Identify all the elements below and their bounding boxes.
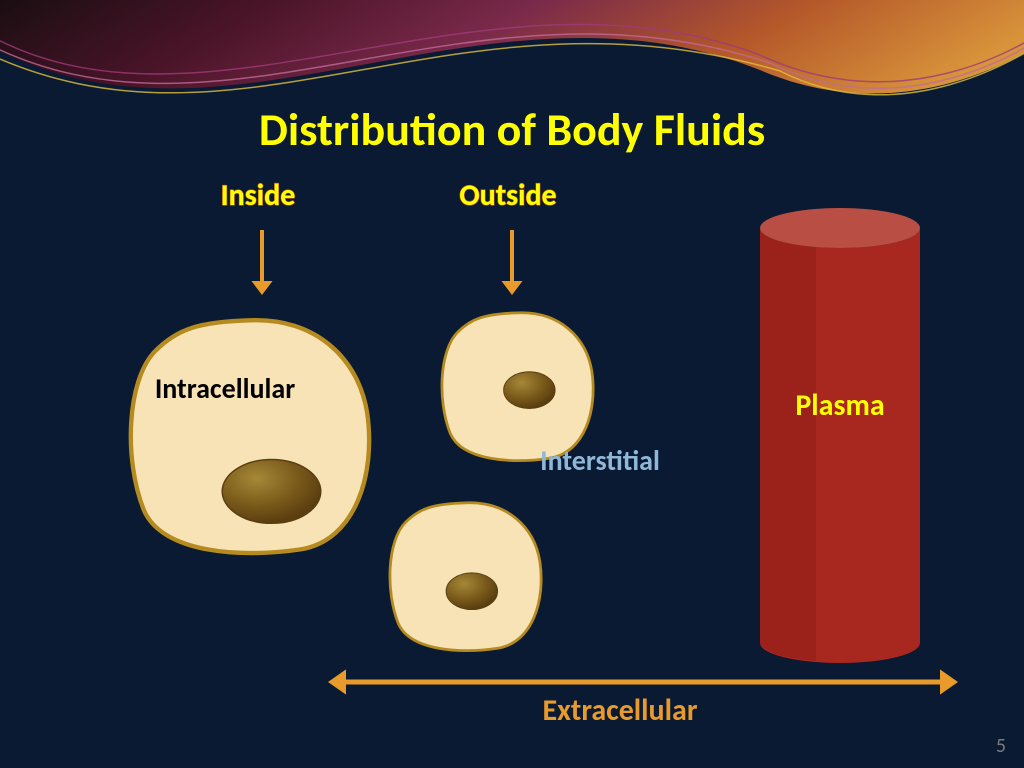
nucleus-icon (504, 372, 556, 409)
page-number: 5 (996, 734, 1006, 758)
nucleus-icon (446, 573, 498, 610)
label-inside: Inside (221, 177, 296, 214)
slide-title: Distribution of Body Fluids (259, 102, 765, 158)
slide-stage: Distribution of Body Fluids Inside Outside… (0, 0, 1024, 768)
label-intracellular: Intracellular (155, 371, 295, 406)
arrow-outside-down (502, 230, 523, 295)
arrow-extracellular (328, 669, 958, 694)
label-plasma: Plasma (795, 387, 884, 424)
label-extracellular: Extracellular (543, 692, 698, 729)
label-interstitial: Interstitial (540, 443, 660, 478)
slide-svg: Distribution of Body Fluids Inside Outside… (0, 0, 1024, 768)
nucleus-icon (222, 460, 321, 524)
cell-top (442, 313, 593, 461)
label-outside: Outside (459, 177, 556, 214)
cell-bot (390, 503, 541, 651)
cell-large (131, 320, 369, 553)
plasma-cylinder (760, 208, 920, 663)
arrow-inside-down (252, 230, 273, 295)
